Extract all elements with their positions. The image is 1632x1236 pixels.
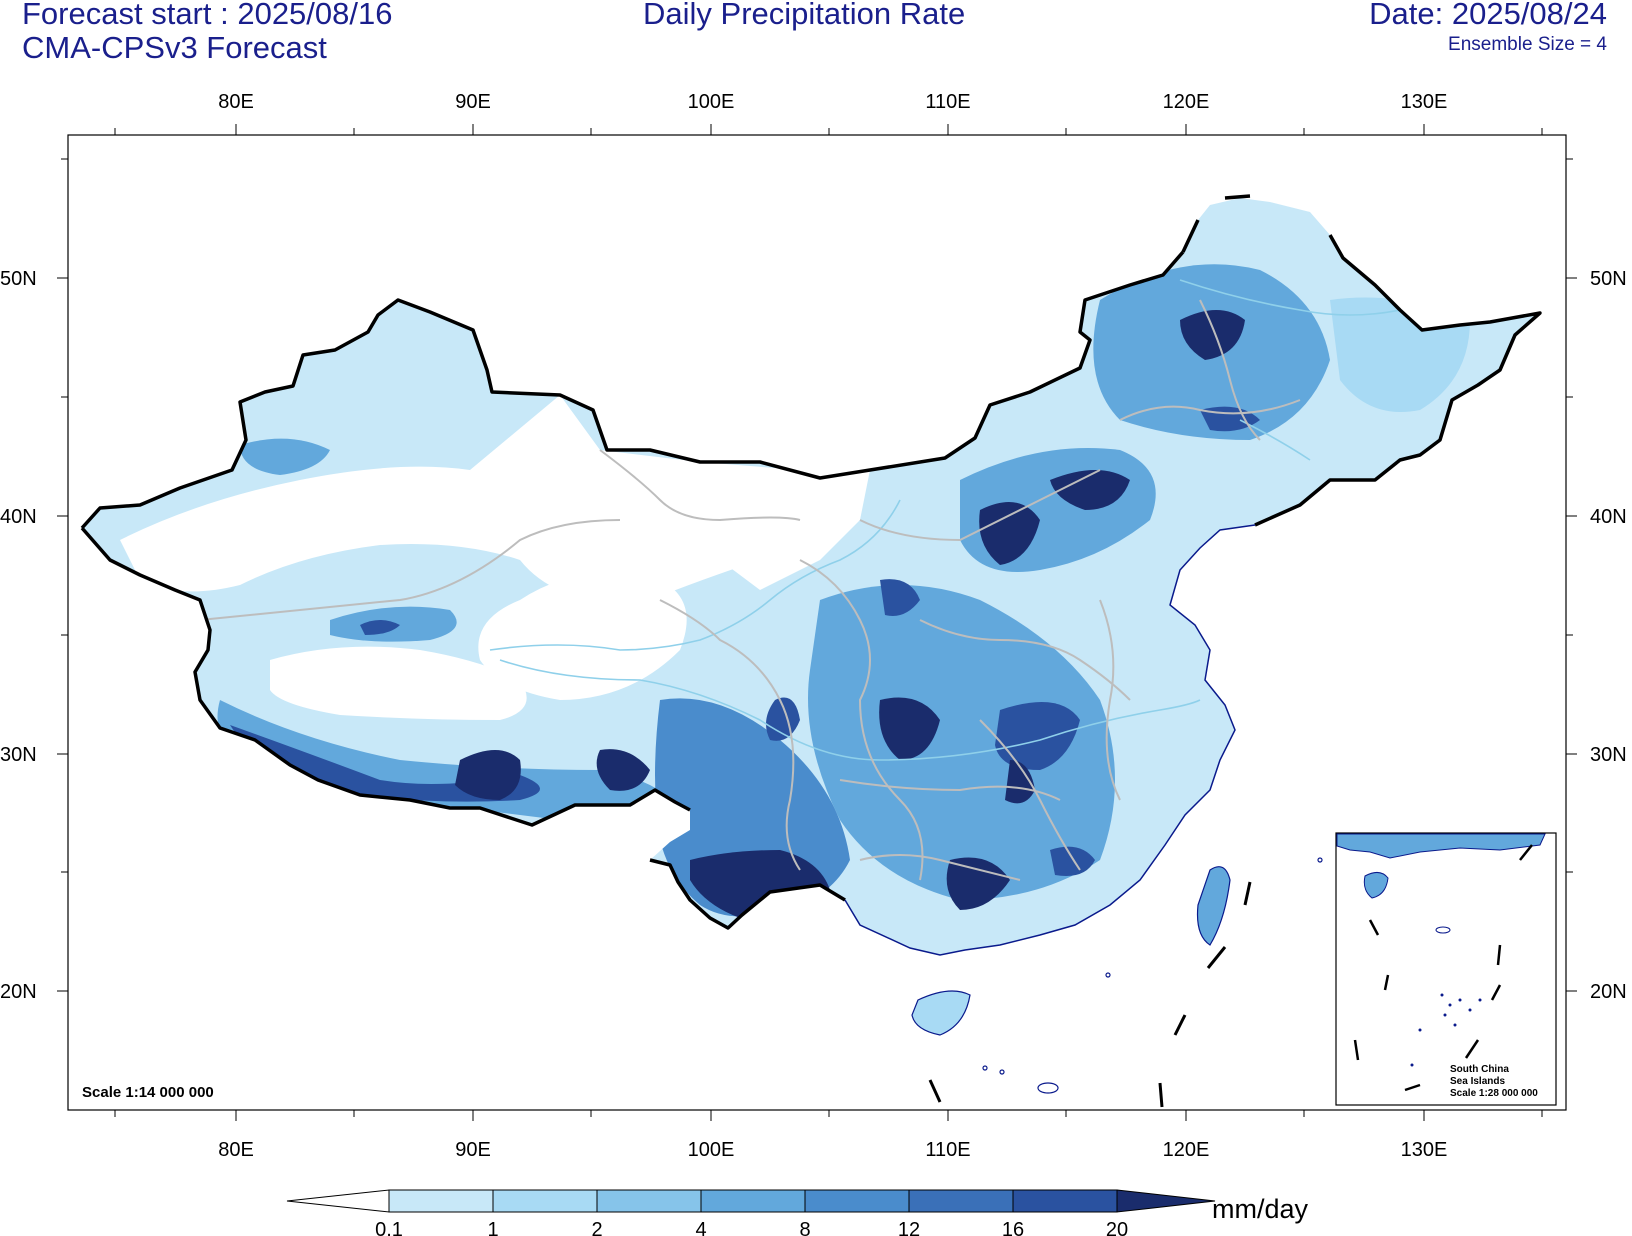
province-boundaries	[199, 299, 1301, 881]
lat-label-left-50n: 50N	[0, 268, 37, 290]
model-label: CMA-CPSv3 Forecast	[22, 30, 327, 65]
ensemble-size-label: Ensemble Size = 4	[1448, 34, 1607, 55]
valid-date-label: Date: 2025/08/24	[1369, 0, 1607, 31]
colorbar-low-arrow	[286, 1189, 390, 1213]
colorbar-label-2: 2	[591, 1219, 602, 1236]
lon-label-bottom-80e: 80E	[218, 1139, 254, 1161]
colorbar-label-7: 20	[1106, 1219, 1128, 1236]
lon-label-top-110e: 110E	[925, 91, 970, 113]
national-border	[80, 234, 1542, 930]
lat-label-right-40n: 40N	[1590, 506, 1627, 528]
lon-label-top-120e: 120E	[1163, 91, 1210, 113]
lat-label-left-20n: 20N	[0, 981, 37, 1003]
hainan-island	[911, 990, 971, 1036]
rivers	[489, 279, 1401, 761]
inset-label-line1: South China	[1450, 1064, 1509, 1075]
colorbar-swatch-4	[700, 1189, 806, 1213]
bottom-ticks	[114, 1110, 1543, 1121]
lat-label-right-30n: 30N	[1590, 744, 1627, 766]
colorbar-swatch-2	[492, 1189, 598, 1213]
lat-label-left-30n: 30N	[0, 744, 37, 766]
inset-label-line2: Sea Islands	[1450, 1076, 1505, 1087]
colorbar-label-1: 1	[487, 1219, 498, 1236]
colorbar-high-arrow	[1116, 1189, 1216, 1213]
colorbar: 0.1 1 2 4 8 12 16 20 mm/day	[286, 1189, 1309, 1236]
colorbar-unit: mm/day	[1212, 1194, 1309, 1224]
lon-label-top-100e: 100E	[688, 91, 735, 113]
colorbar-label-3: 4	[695, 1219, 706, 1236]
side-ticks	[57, 158, 1577, 992]
coastline	[844, 524, 1256, 956]
northern-border-segment	[1181, 194, 1251, 253]
lon-label-bottom-110e: 110E	[925, 1139, 970, 1161]
colorbar-label-4: 8	[799, 1219, 810, 1236]
south-china-sea-inset: South China Sea Islands Scale 1:28 000 0…	[1335, 832, 1557, 1106]
lon-label-top-90e: 90E	[455, 91, 491, 113]
scattered-islands	[982, 857, 1323, 1094]
colorbar-swatch-7	[1012, 1189, 1118, 1213]
colorbar-swatch-1	[388, 1189, 494, 1213]
lat-label-right-20n: 20N	[1590, 981, 1627, 1003]
colorbar-swatch-5	[804, 1189, 910, 1213]
top-ticks	[114, 124, 1543, 135]
map-title: Daily Precipitation Rate	[643, 0, 966, 31]
inset-label-line3: Scale 1:28 000 000	[1450, 1088, 1538, 1099]
lon-label-top-80e: 80E	[218, 91, 254, 113]
forecast-start-label: Forecast start : 2025/08/16	[22, 0, 393, 31]
colorbar-label-6: 16	[1002, 1219, 1024, 1236]
lon-label-bottom-90e: 90E	[455, 1139, 491, 1161]
colorbar-swatch-3	[596, 1189, 702, 1213]
lon-label-top-130e: 130E	[1401, 91, 1448, 113]
colorbar-label-5: 12	[898, 1219, 920, 1236]
lon-label-bottom-130e: 130E	[1401, 1139, 1448, 1161]
colorbar-label-0: 0.1	[375, 1219, 403, 1236]
taiwan-island	[1196, 866, 1231, 946]
lat-label-right-50n: 50N	[1590, 268, 1627, 290]
lon-label-bottom-120e: 120E	[1163, 1139, 1210, 1161]
maritime-dashed-lines	[928, 881, 1252, 1108]
colorbar-swatch-6	[908, 1189, 1014, 1213]
lon-label-bottom-100e: 100E	[688, 1139, 735, 1161]
lat-label-left-40n: 40N	[0, 506, 37, 528]
scale-note: Scale 1:14 000 000	[82, 1084, 214, 1101]
